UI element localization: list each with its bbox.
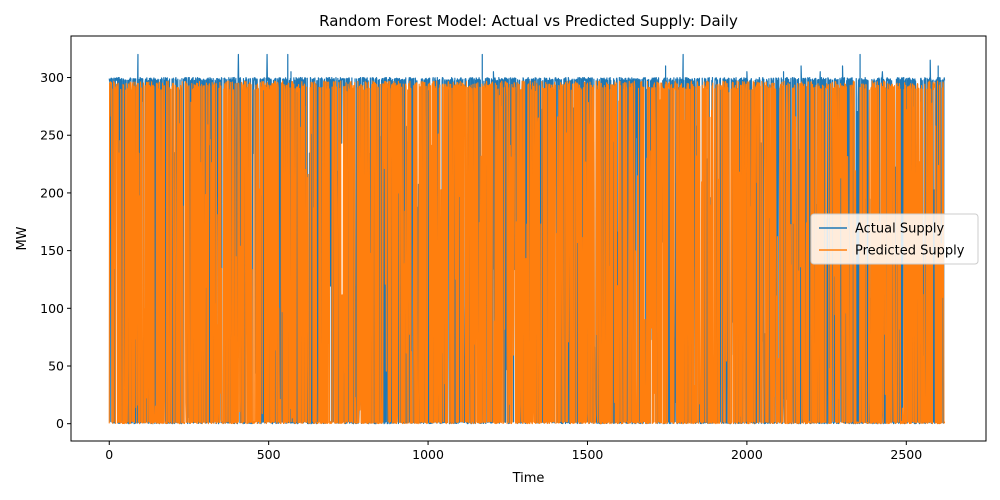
x-tick-label: 500 <box>257 447 281 462</box>
y-tick-label: 0 <box>56 416 64 431</box>
legend-entry: Actual Supply <box>855 222 944 237</box>
y-tick-label: 100 <box>40 301 64 316</box>
series-layer <box>108 53 946 425</box>
legend: Actual Supply Predicted Supply <box>810 213 979 265</box>
predicted-supply-line <box>108 80 946 425</box>
legend-box <box>810 213 979 265</box>
legend-entry: Predicted Supply <box>855 244 965 259</box>
y-tick-label: 250 <box>40 128 64 143</box>
x-tick-label: 2500 <box>890 447 922 462</box>
y-tick-label: 200 <box>40 185 64 200</box>
chart-title: Random Forest Model: Actual vs Predicted… <box>319 12 738 30</box>
x-tick-label: 2000 <box>731 447 763 462</box>
x-axis: 0 500 1000 1500 2000 2500 <box>105 441 922 462</box>
x-tick-label: 1000 <box>412 447 444 462</box>
axes-frame <box>70 35 987 442</box>
x-tick-label: 0 <box>105 447 113 462</box>
y-axis-label: MW <box>15 226 30 250</box>
y-tick-label: 50 <box>48 359 64 374</box>
y-tick-label: 150 <box>40 243 64 258</box>
y-tick-label: 300 <box>40 70 64 85</box>
y-axis: 0 50 100 150 200 250 300 <box>40 70 71 431</box>
x-axis-label: Time <box>512 471 545 486</box>
x-tick-label: 1500 <box>572 447 604 462</box>
